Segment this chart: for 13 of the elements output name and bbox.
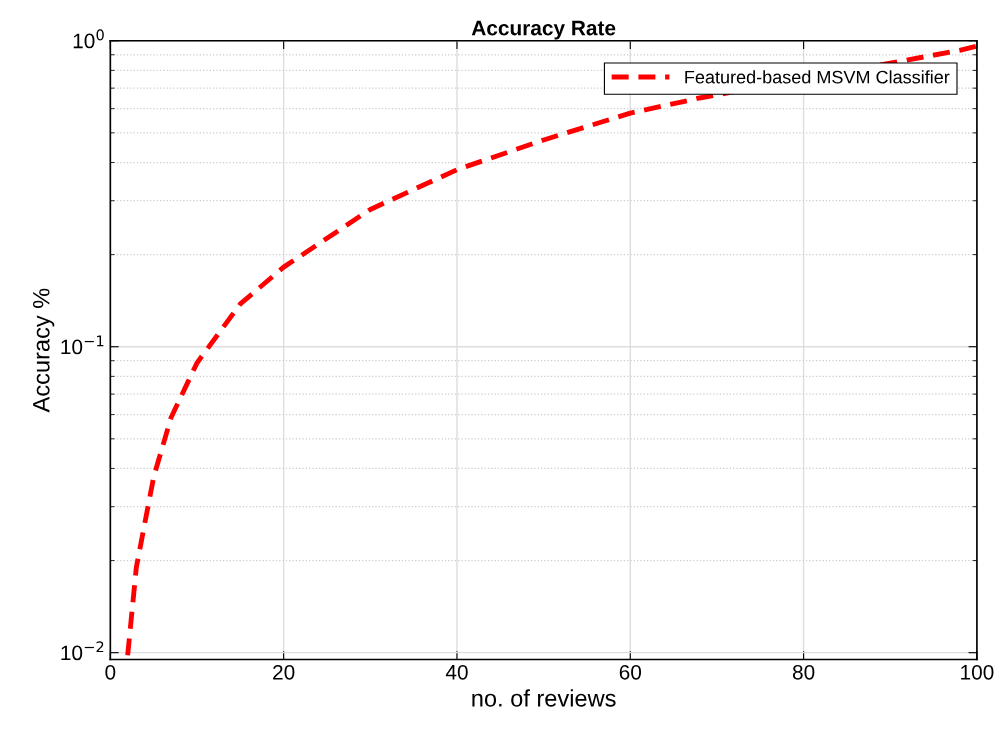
x-tick-label: 20 <box>273 664 295 680</box>
x-tick-label: 40 <box>445 664 468 680</box>
y-tick-label: 10$^{−1}$ <box>61 335 104 355</box>
x-axis-title: no. of reviews <box>472 689 616 707</box>
x-tick-label: 100 <box>961 664 994 680</box>
y-axis-title: Accuracy % <box>33 288 55 413</box>
y-tick-label: 10$^{−2}$ <box>61 641 104 661</box>
legend-label: Featured-based MSVM Classifier <box>685 70 950 84</box>
x-tick-label: 60 <box>619 664 642 680</box>
x-tick-label: 0 <box>105 664 116 680</box>
y-tick-label: 10$^{0}$ <box>73 29 104 49</box>
chart-title: Accuracy Rate <box>471 20 616 40</box>
x-tick-label: 80 <box>792 664 815 680</box>
